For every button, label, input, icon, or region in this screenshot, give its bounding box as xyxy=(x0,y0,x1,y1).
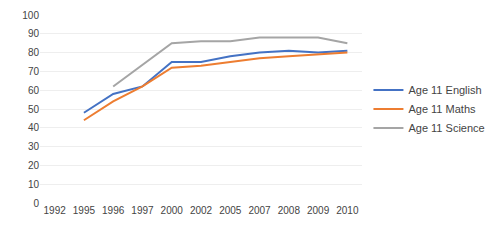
svg-text:Age 11 Maths: Age 11 Maths xyxy=(408,103,476,115)
svg-text:2007: 2007 xyxy=(248,205,271,216)
svg-text:1997: 1997 xyxy=(131,205,154,216)
svg-text:60: 60 xyxy=(28,85,40,96)
svg-text:1996: 1996 xyxy=(102,205,125,216)
svg-text:90: 90 xyxy=(28,28,40,39)
svg-text:30: 30 xyxy=(28,141,40,152)
svg-text:20: 20 xyxy=(28,160,40,171)
svg-text:2009: 2009 xyxy=(307,205,330,216)
svg-text:1992: 1992 xyxy=(44,205,67,216)
svg-text:Age 11 English: Age 11 English xyxy=(408,84,481,96)
svg-text:2000: 2000 xyxy=(161,205,184,216)
svg-text:80: 80 xyxy=(28,47,40,58)
svg-text:1995: 1995 xyxy=(73,205,96,216)
svg-text:50: 50 xyxy=(28,104,40,115)
svg-text:40: 40 xyxy=(28,122,40,133)
svg-text:0: 0 xyxy=(33,198,39,209)
svg-text:2002: 2002 xyxy=(190,205,213,216)
svg-text:Age 11 Science: Age 11 Science xyxy=(408,122,484,134)
svg-text:100: 100 xyxy=(22,10,39,21)
svg-text:10: 10 xyxy=(28,179,40,190)
svg-text:70: 70 xyxy=(28,66,40,77)
svg-text:2008: 2008 xyxy=(278,205,301,216)
svg-text:2010: 2010 xyxy=(336,205,359,216)
svg-text:2005: 2005 xyxy=(219,205,242,216)
